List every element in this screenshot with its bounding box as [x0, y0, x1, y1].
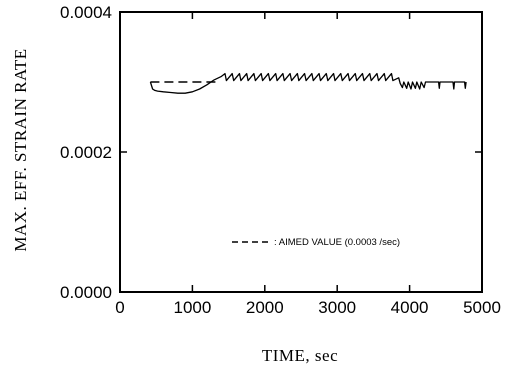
legend-label: : AIMED VALUE (0.0003 /sec)	[274, 237, 400, 248]
y-axis-title: MAX. EFF. STRAIN RATE	[11, 48, 30, 251]
series-layer	[149, 72, 467, 94]
x-tick-label: 2000	[246, 298, 284, 317]
y-tick-label: 0.0002	[60, 143, 112, 162]
x-tick-label: 0	[115, 298, 124, 317]
x-tick-label: 5000	[463, 298, 501, 317]
x-tick-label: 3000	[318, 298, 356, 317]
x-tick-label: 1000	[173, 298, 211, 317]
legend: : AIMED VALUE (0.0003 /sec)	[232, 237, 400, 248]
y-tick-label: 0.0004	[60, 3, 112, 22]
y-tick-label: 0.0000	[60, 283, 112, 302]
x-axis-title: TIME, sec	[262, 346, 338, 365]
x-axis-ticks: 0 1000 2000 3000 4000 5000	[115, 12, 501, 317]
plot-frame	[119, 11, 483, 293]
y-axis-ticks: 0.0000 0.0002 0.0004	[60, 3, 482, 302]
series-measured-line	[149, 72, 467, 94]
x-tick-label: 4000	[391, 298, 429, 317]
